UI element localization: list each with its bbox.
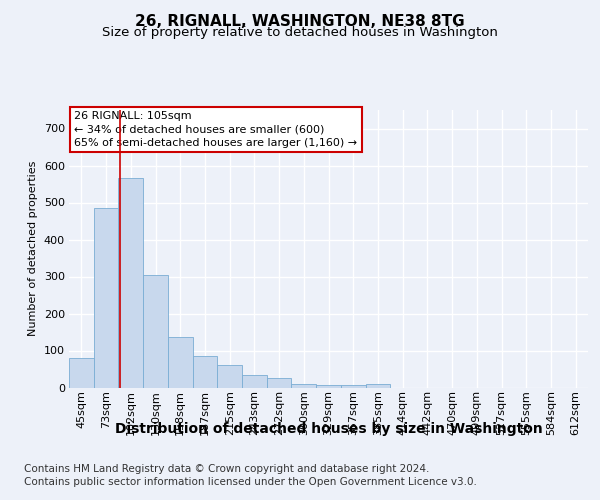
Bar bbox=[118, 178, 143, 388]
Bar bbox=[341, 384, 365, 388]
Bar bbox=[193, 356, 217, 388]
Text: Contains public sector information licensed under the Open Government Licence v3: Contains public sector information licen… bbox=[24, 477, 477, 487]
Bar bbox=[365, 384, 390, 388]
Text: 26, RIGNALL, WASHINGTON, NE38 8TG: 26, RIGNALL, WASHINGTON, NE38 8TG bbox=[135, 14, 465, 29]
Text: Distribution of detached houses by size in Washington: Distribution of detached houses by size … bbox=[115, 422, 542, 436]
Text: Contains HM Land Registry data © Crown copyright and database right 2024.: Contains HM Land Registry data © Crown c… bbox=[24, 464, 430, 474]
Text: 26 RIGNALL: 105sqm
← 34% of detached houses are smaller (600)
65% of semi-detach: 26 RIGNALL: 105sqm ← 34% of detached hou… bbox=[74, 112, 358, 148]
Text: Size of property relative to detached houses in Washington: Size of property relative to detached ho… bbox=[102, 26, 498, 39]
Bar bbox=[94, 208, 118, 388]
Bar bbox=[267, 378, 292, 388]
Bar bbox=[143, 274, 168, 388]
Bar bbox=[292, 384, 316, 388]
Bar bbox=[168, 337, 193, 388]
Y-axis label: Number of detached properties: Number of detached properties bbox=[28, 161, 38, 336]
Bar bbox=[217, 364, 242, 388]
Bar bbox=[242, 376, 267, 388]
Bar bbox=[316, 384, 341, 388]
Bar bbox=[69, 358, 94, 388]
